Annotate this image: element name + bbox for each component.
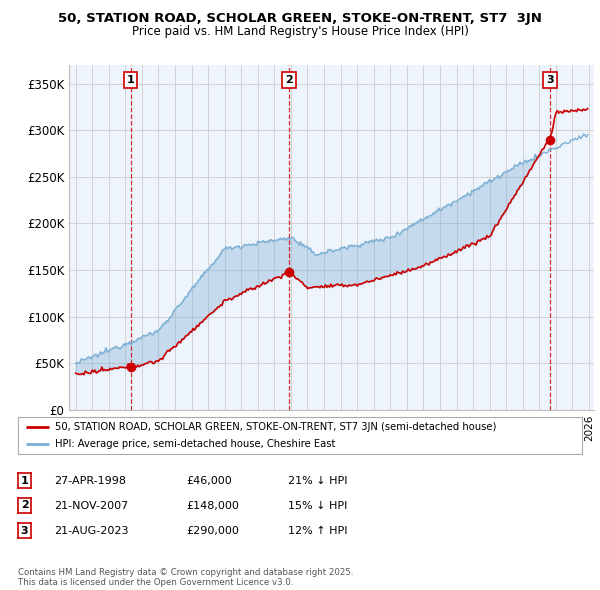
Text: £46,000: £46,000 bbox=[186, 476, 232, 486]
Text: 15% ↓ HPI: 15% ↓ HPI bbox=[288, 501, 347, 510]
Text: HPI: Average price, semi-detached house, Cheshire East: HPI: Average price, semi-detached house,… bbox=[55, 440, 335, 449]
Text: 50, STATION ROAD, SCHOLAR GREEN, STOKE-ON-TRENT, ST7 3JN (semi-detached house): 50, STATION ROAD, SCHOLAR GREEN, STOKE-O… bbox=[55, 422, 496, 432]
Text: £290,000: £290,000 bbox=[186, 526, 239, 536]
Text: 12% ↑ HPI: 12% ↑ HPI bbox=[288, 526, 347, 536]
Point bbox=[126, 362, 136, 372]
Point bbox=[545, 135, 555, 144]
Text: 2: 2 bbox=[21, 500, 28, 510]
Text: 1: 1 bbox=[127, 76, 134, 85]
Text: 21-AUG-2023: 21-AUG-2023 bbox=[54, 526, 128, 536]
Text: 3: 3 bbox=[546, 76, 554, 85]
Text: 21-NOV-2007: 21-NOV-2007 bbox=[54, 501, 128, 510]
Text: 2: 2 bbox=[285, 76, 293, 85]
Text: 1: 1 bbox=[21, 476, 28, 486]
Text: 50, STATION ROAD, SCHOLAR GREEN, STOKE-ON-TRENT, ST7  3JN: 50, STATION ROAD, SCHOLAR GREEN, STOKE-O… bbox=[58, 12, 542, 25]
Text: £148,000: £148,000 bbox=[186, 501, 239, 510]
Text: 27-APR-1998: 27-APR-1998 bbox=[54, 476, 126, 486]
Text: 21% ↓ HPI: 21% ↓ HPI bbox=[288, 476, 347, 486]
Text: Contains HM Land Registry data © Crown copyright and database right 2025.
This d: Contains HM Land Registry data © Crown c… bbox=[18, 568, 353, 587]
Text: 3: 3 bbox=[21, 526, 28, 536]
Point bbox=[284, 267, 294, 277]
Text: Price paid vs. HM Land Registry's House Price Index (HPI): Price paid vs. HM Land Registry's House … bbox=[131, 25, 469, 38]
